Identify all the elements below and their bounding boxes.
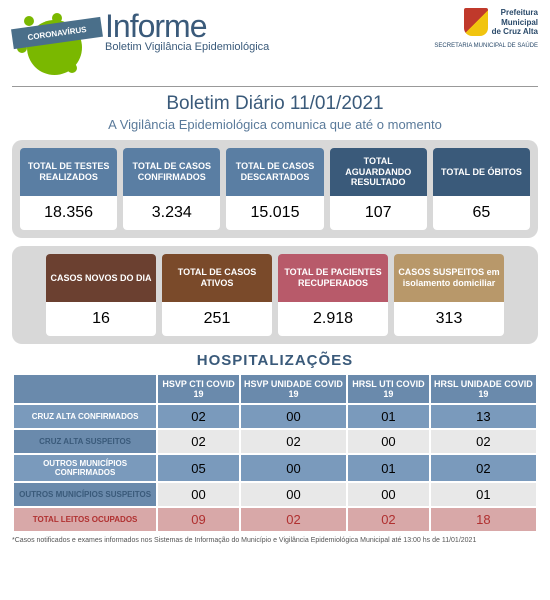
stat-value: 107	[330, 196, 427, 230]
stat-box: TOTAL DE CASOS CONFIRMADOS3.234	[123, 148, 220, 230]
informe-subtitle: Boletim Vigilância Epidemiológica	[105, 41, 400, 53]
table-header	[13, 374, 157, 404]
table-row: CRUZ ALTA SUSPEITOS02020002	[13, 429, 537, 454]
bulletin-title: Boletim Diário 11/01/2021	[0, 93, 550, 115]
table-row-label: CRUZ ALTA SUSPEITOS	[13, 429, 157, 454]
table-row-label: CRUZ ALTA CONFIRMADOS	[13, 404, 157, 429]
table-header: HSVP UNIDADE COVID 19	[240, 374, 347, 404]
stat-value: 3.234	[123, 196, 220, 230]
table-cell: 02	[157, 429, 240, 454]
stat-label: CASOS SUSPEITOS em isolamento domiciliar	[394, 254, 504, 302]
stat-box: TOTAL DE TESTES REALIZADOS18.356	[20, 148, 117, 230]
table-cell: 13	[430, 404, 537, 429]
table-row: OUTROS MUNICÍPIOS CONFIRMADOS05000102	[13, 454, 537, 482]
stat-box: CASOS NOVOS DO DIA16	[46, 254, 156, 336]
hospitalizations-table: HSVP CTI COVID 19HSVP UNIDADE COVID 19HR…	[12, 373, 538, 533]
stat-value: 65	[433, 196, 530, 230]
stat-label: TOTAL DE CASOS DESCARTADOS	[226, 148, 323, 196]
divider	[12, 86, 538, 87]
table-header: HRSL UNIDADE COVID 19	[430, 374, 537, 404]
table-cell: 09	[157, 507, 240, 532]
hospitalizations-title: HOSPITALIZAÇÕES	[0, 352, 550, 369]
stat-label: TOTAL DE TESTES REALIZADOS	[20, 148, 117, 196]
stat-label: TOTAL DE PACIENTES RECUPERADOS	[278, 254, 388, 302]
header-right: Prefeitura Municipal de Cruz Alta SECRET…	[408, 8, 538, 50]
stat-value: 313	[394, 302, 504, 336]
stat-label: TOTAL DE ÓBITOS	[433, 148, 530, 196]
table-header: HSVP CTI COVID 19	[157, 374, 240, 404]
table-cell: 18	[430, 507, 537, 532]
table-cell: 02	[157, 404, 240, 429]
coronavirus-logo: CORONAVÍRUS	[12, 8, 97, 78]
table-row: TOTAL LEITOS OCUPADOS09020218	[13, 507, 537, 532]
stat-box: TOTAL DE CASOS ATIVOS251	[162, 254, 272, 336]
stat-label: TOTAL DE CASOS ATIVOS	[162, 254, 272, 302]
informe-title: Informe	[105, 8, 400, 45]
header-center: Informe Boletim Vigilância Epidemiológic…	[105, 8, 400, 53]
table-cell: 00	[157, 482, 240, 507]
table-row-label: OUTROS MUNICÍPIOS SUSPEITOS	[13, 482, 157, 507]
table-cell: 00	[240, 454, 347, 482]
table-cell: 02	[240, 507, 347, 532]
table-row: CRUZ ALTA CONFIRMADOS02000113	[13, 404, 537, 429]
bulletin-subtitle: A Vigilância Epidemiológica comunica que…	[0, 117, 550, 132]
table-cell: 02	[430, 454, 537, 482]
stat-value: 16	[46, 302, 156, 336]
muni-line2: Municipal	[492, 18, 538, 28]
table-cell: 00	[347, 482, 430, 507]
table-header: HRSL UTI COVID 19	[347, 374, 430, 404]
stats-row-2: CASOS NOVOS DO DIA16TOTAL DE CASOS ATIVO…	[12, 246, 538, 344]
stat-value: 2.918	[278, 302, 388, 336]
secretariat: SECRETARIA MUNICIPAL DE SAÚDE	[408, 43, 538, 50]
stat-label: TOTAL DE CASOS CONFIRMADOS	[123, 148, 220, 196]
table-cell: 01	[347, 404, 430, 429]
table-row: OUTROS MUNICÍPIOS SUSPEITOS00000001	[13, 482, 537, 507]
table-row-label: TOTAL LEITOS OCUPADOS	[13, 507, 157, 532]
muni-line1: Prefeitura	[492, 8, 538, 18]
table-cell: 02	[430, 429, 537, 454]
stat-box: TOTAL DE CASOS DESCARTADOS15.015	[226, 148, 323, 230]
footnote: *Casos notificados e exames informados n…	[12, 537, 538, 544]
table-cell: 02	[347, 507, 430, 532]
table-row-label: OUTROS MUNICÍPIOS CONFIRMADOS	[13, 454, 157, 482]
table-cell: 00	[347, 429, 430, 454]
muni-line3: de Cruz Alta	[492, 27, 538, 37]
table-cell: 02	[240, 429, 347, 454]
table-cell: 00	[240, 482, 347, 507]
stat-box: TOTAL DE PACIENTES RECUPERADOS2.918	[278, 254, 388, 336]
stat-label: TOTAL AGUARDANDO RESULTADO	[330, 148, 427, 196]
stat-box: TOTAL DE ÓBITOS65	[433, 148, 530, 230]
stat-box: CASOS SUSPEITOS em isolamento domiciliar…	[394, 254, 504, 336]
stat-box: TOTAL AGUARDANDO RESULTADO107	[330, 148, 427, 230]
table-cell: 01	[430, 482, 537, 507]
municipal-shield-icon	[464, 8, 488, 36]
stat-value: 18.356	[20, 196, 117, 230]
table-cell: 05	[157, 454, 240, 482]
stat-value: 251	[162, 302, 272, 336]
stats-row-1: TOTAL DE TESTES REALIZADOS18.356TOTAL DE…	[12, 140, 538, 238]
header: CORONAVÍRUS Informe Boletim Vigilância E…	[0, 0, 550, 82]
stat-value: 15.015	[226, 196, 323, 230]
table-cell: 01	[347, 454, 430, 482]
table-cell: 00	[240, 404, 347, 429]
stat-label: CASOS NOVOS DO DIA	[46, 254, 156, 302]
